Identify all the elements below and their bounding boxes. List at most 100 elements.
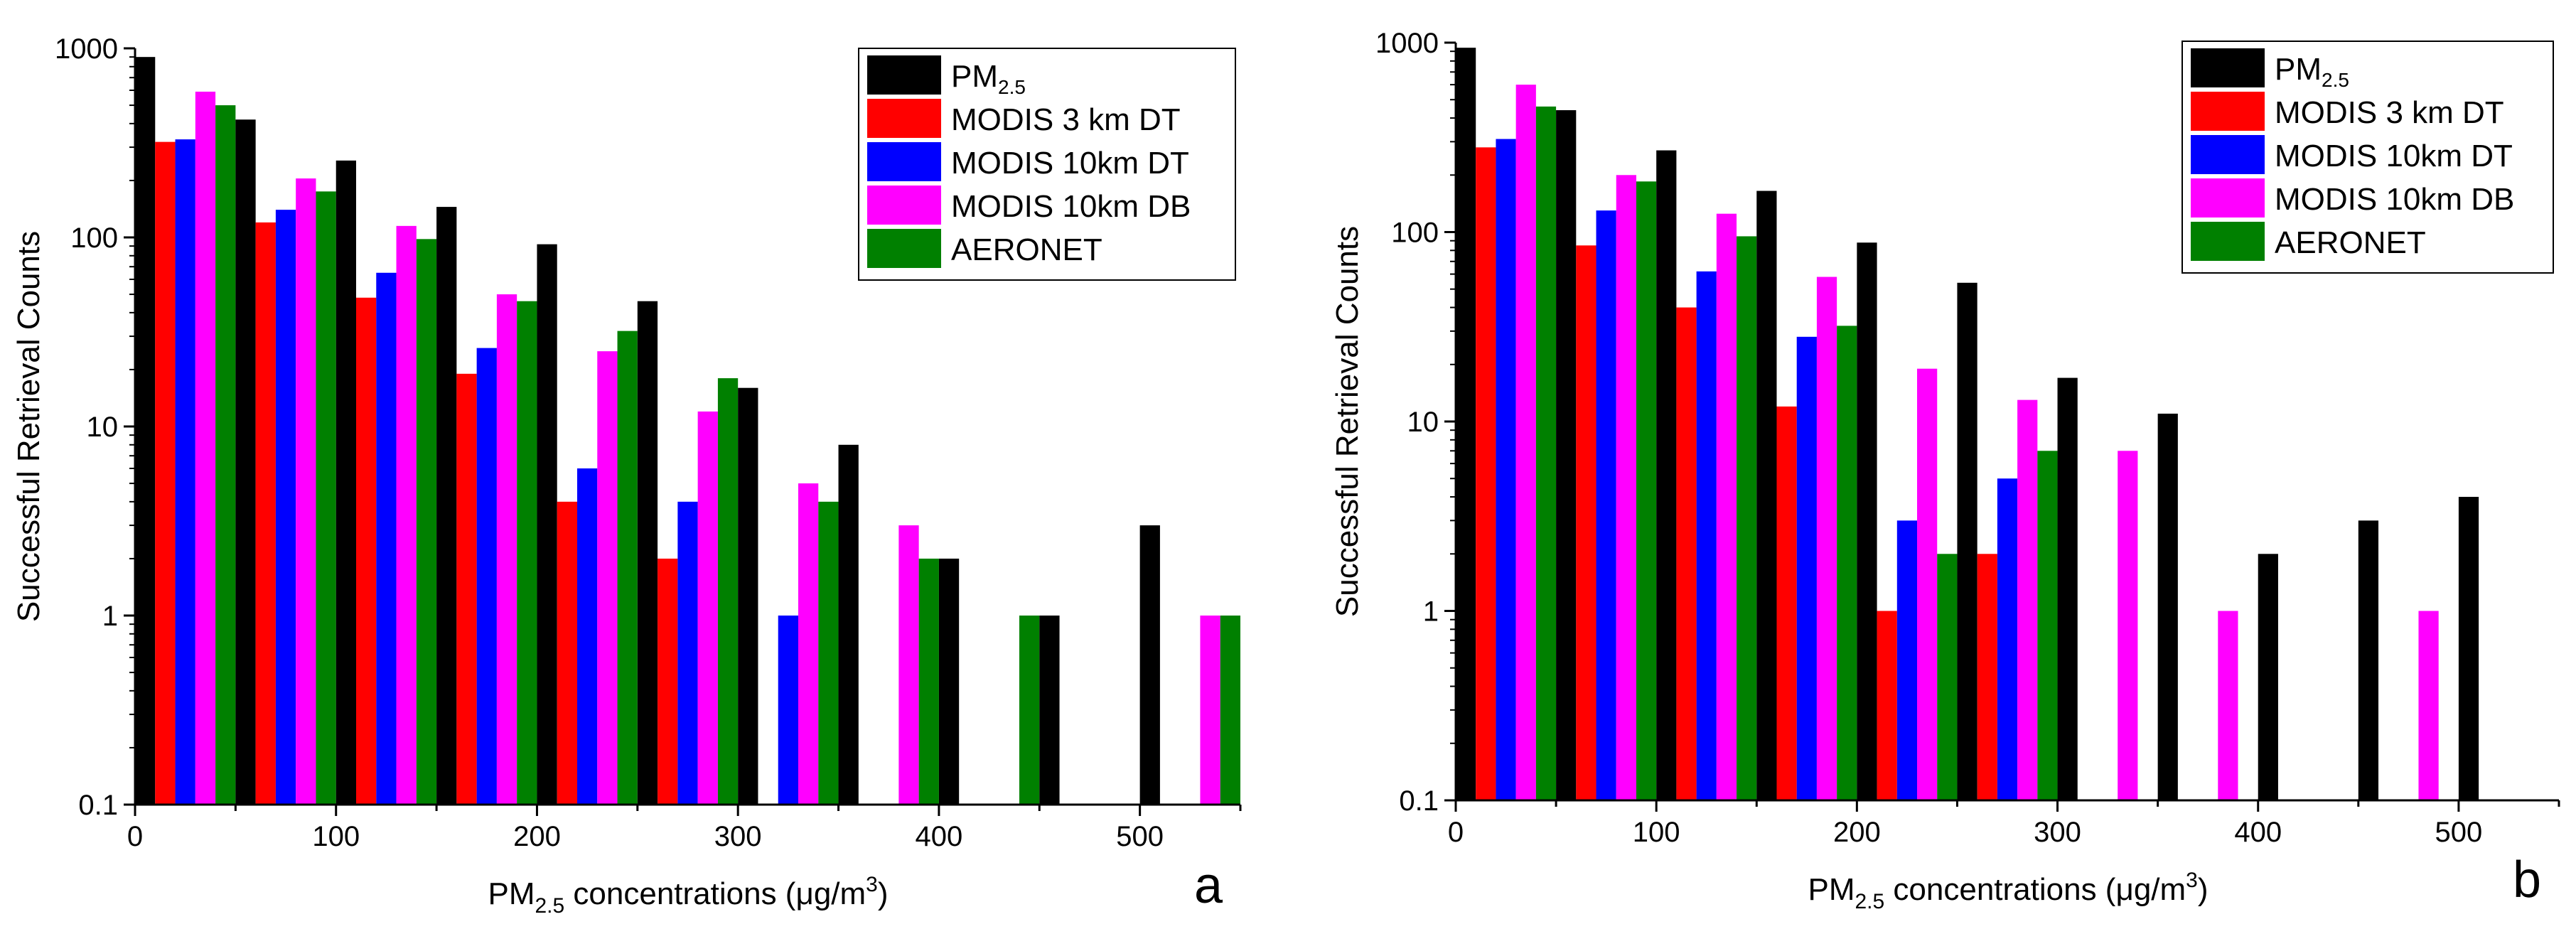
y-tick-label: 1 (102, 601, 118, 632)
bar-modis-10km-dt-bin-2 (376, 272, 397, 805)
y-tick-label: 0.1 (78, 790, 118, 821)
y-tick-label: 10 (87, 412, 119, 443)
bar-modis-3-km-dt-bin-4 (1877, 611, 1897, 800)
panel-label: b (2513, 852, 2541, 908)
x-tick-label: 300 (714, 821, 762, 852)
x-tick-label: 0 (127, 821, 143, 852)
x-tick-label: 200 (1833, 817, 1881, 848)
bar-modis-10km-dt-bin-0 (175, 139, 195, 805)
legend-label-text: PM (951, 59, 998, 94)
bar-modis-10km-dt-bin-0 (1496, 139, 1516, 800)
x-tick-label: 400 (2234, 817, 2282, 848)
legend-swatch-3 (867, 186, 941, 225)
bar-modis-10km-db-bin-1 (296, 178, 316, 805)
x-title-units: concentrations (μg/m (564, 876, 866, 911)
x-title-close: ) (2198, 872, 2209, 907)
bar-modis-10km-db-bin-5 (2017, 399, 2038, 800)
x-title-subscript: 2.5 (535, 894, 564, 918)
x-tick-label: 100 (312, 821, 360, 852)
bar-modis-10km-db-bin-4 (1917, 368, 1938, 800)
bar-modis-10km-dt-bin-2 (1696, 271, 1717, 800)
bar-aeronet-bin-5 (717, 378, 739, 805)
bar-pm-bin-8 (938, 558, 960, 805)
bar-aeronet-bin-2 (1737, 236, 1757, 800)
x-tick-label: 0 (1448, 817, 1464, 848)
legend: PM2.5 MODIS 3 km DT MODIS 10km DT MODIS 10k… (2181, 41, 2554, 274)
y-tick-label: 0.1 (1399, 785, 1439, 817)
bar-pm-bin-6 (2057, 377, 2078, 800)
bar-modis-3-km-dt-bin-5 (1977, 554, 1997, 800)
bar-modis-10km-db-bin-3 (496, 294, 517, 805)
bar-aeronet-bin-7 (918, 558, 939, 805)
bar-pm-bin-3 (1756, 190, 1777, 800)
bar-pm-bin-8 (2258, 554, 2278, 800)
legend-label-text: AERONET (951, 232, 1102, 267)
bar-modis-3-km-dt-bin-4 (557, 501, 577, 805)
bar-modis-3-km-dt-bin-5 (658, 558, 678, 805)
bar-pm-bin-6 (738, 387, 758, 805)
bar-pm-bin-10 (2458, 497, 2479, 800)
bar-pm-bin-2 (336, 160, 356, 805)
bar-pm-bin-0 (135, 57, 156, 805)
bar-pm-bin-2 (1656, 150, 1677, 800)
legend-label-subscript: 2.5 (2322, 69, 2349, 91)
bar-pm-bin-1 (1556, 110, 1577, 800)
legend-label-text: MODIS 3 km DT (2275, 95, 2504, 130)
legend-swatch-2 (2191, 135, 2265, 174)
bar-aeronet-bin-6 (818, 501, 839, 805)
bar-modis-3-km-dt-bin-1 (1576, 245, 1596, 801)
x-title-pm: PM (1808, 872, 1855, 907)
legend-swatch-1 (867, 99, 941, 138)
y-tick-label: 1000 (1375, 28, 1439, 59)
x-tick-label: 500 (1116, 821, 1164, 852)
bar-modis-10km-db-bin-7 (898, 525, 919, 805)
bar-pm-bin-7 (2157, 413, 2178, 800)
chart-panel-b: 0 100 200 300 400 500 0.1 1 10 100 1000 Successful … (1330, 28, 2560, 913)
x-tick-label: 100 (1633, 817, 1680, 848)
legend-swatch-4 (2191, 222, 2265, 261)
legend-label-1: MODIS 3 km DT (951, 102, 1181, 137)
bar-modis-10km-db-bin-5 (697, 411, 718, 805)
bar-aeronet-bin-5 (2037, 451, 2058, 800)
x-title-superscript: 3 (866, 873, 878, 896)
legend-label-text: MODIS 10km DT (951, 146, 1189, 181)
legend-label-2: MODIS 10km DT (2275, 139, 2513, 173)
legend-label-text: PM (2275, 52, 2322, 87)
bar-modis-10km-db-bin-6 (2118, 451, 2138, 800)
bar-modis-10km-db-bin-10 (1200, 616, 1220, 805)
legend-label-text: MODIS 10km DB (2275, 182, 2514, 217)
x-tick-label: 500 (2435, 817, 2483, 848)
x-tick-label: 300 (2034, 817, 2081, 848)
y-tick-label: 1 (1423, 596, 1439, 628)
bar-pm-bin-9 (1039, 616, 1060, 805)
legend: PM2.5 MODIS 3 km DT MODIS 10km DT MODIS 10k… (858, 48, 1236, 281)
bar-modis-3-km-dt-bin-0 (155, 141, 176, 805)
bar-modis-10km-dt-bin-1 (275, 210, 296, 805)
panel-label: a (1194, 857, 1223, 914)
x-title-units: concentrations (μg/m (1884, 872, 2186, 907)
legend-label-3: MODIS 10km DB (2275, 182, 2514, 217)
bar-pm-bin-5 (1957, 282, 1977, 800)
bar-modis-10km-dt-bin-6 (778, 616, 798, 805)
bar-modis-3-km-dt-bin-2 (356, 297, 377, 805)
bar-modis-10km-dt-bin-3 (476, 348, 497, 805)
x-title-superscript: 3 (2186, 869, 2198, 892)
bar-modis-10km-db-bin-4 (597, 351, 618, 805)
legend-label-text: MODIS 10km DB (951, 189, 1191, 224)
x-tick-label: 400 (916, 821, 963, 852)
bar-aeronet-bin-3 (1837, 326, 1857, 800)
y-tick-label: 100 (1391, 218, 1439, 249)
bar-aeronet-bin-10 (1220, 616, 1240, 805)
bar-modis-10km-dt-bin-5 (677, 501, 698, 805)
bar-pm-bin-4 (1857, 242, 1877, 800)
bar-modis-3-km-dt-bin-1 (255, 222, 276, 805)
legend-label-0: PM2.5 (951, 59, 1026, 98)
bar-modis-10km-dt-bin-5 (1997, 478, 2018, 800)
bars (1456, 48, 2479, 801)
bar-pm-bin-10 (1139, 525, 1160, 805)
bar-modis-10km-dt-bin-4 (1896, 520, 1918, 800)
bars (135, 57, 1240, 805)
legend-label-text: MODIS 10km DT (2275, 139, 2513, 173)
y-axis-title: Successful Retrieval Counts (1330, 226, 1365, 617)
